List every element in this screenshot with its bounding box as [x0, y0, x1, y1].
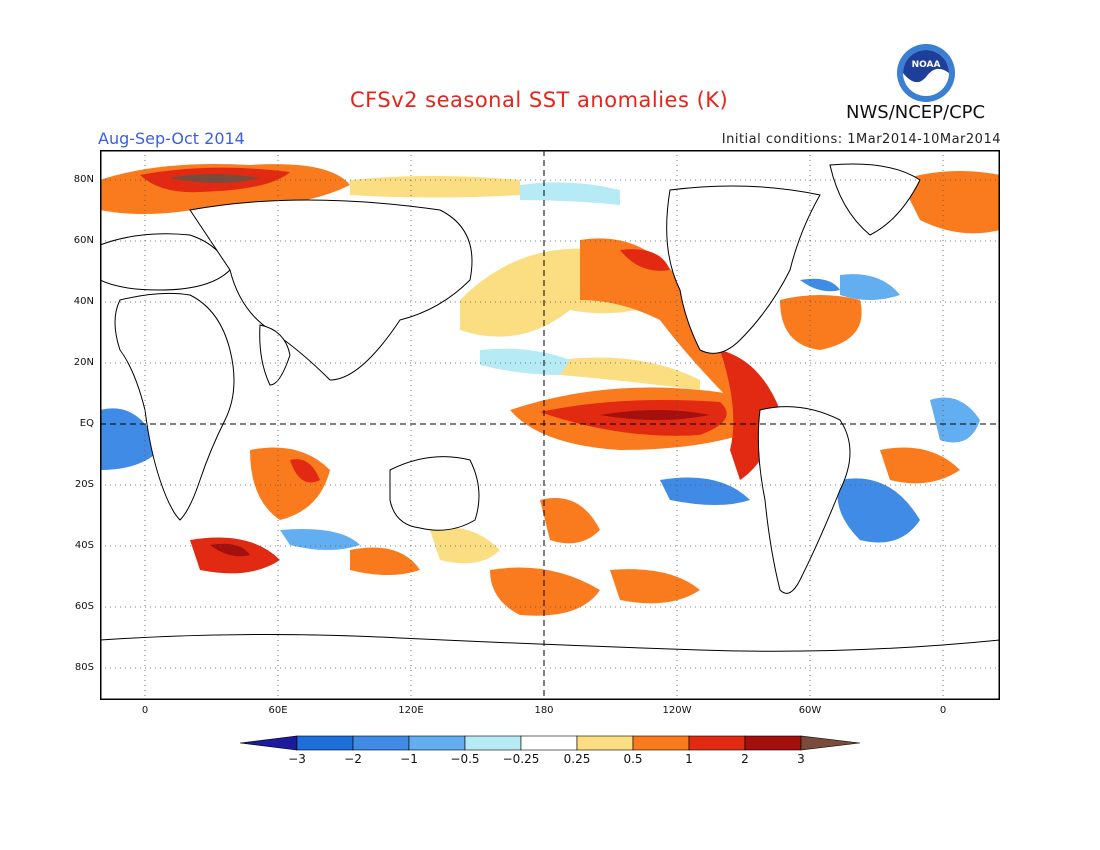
colorbar-tick-label: 0.25 [563, 752, 591, 766]
colorbar-segment [352, 735, 410, 751]
season-label: Aug-Sep-Oct 2014 [98, 129, 245, 148]
colorbar-segment [632, 735, 690, 751]
lat-label-20s: 20S [74, 479, 94, 490]
anomaly-field [100, 164, 1000, 616]
sst-anomaly-map [100, 150, 1000, 700]
lon-label-60e: 60E [268, 705, 288, 716]
lat-label-40n: 40N [73, 296, 94, 307]
lon-label-120e: 120E [398, 705, 424, 716]
map-frame [100, 150, 1000, 700]
page-title: CFSv2 seasonal SST anomalies (K) [350, 88, 729, 112]
colorbar-segment [520, 735, 578, 751]
nordic-warm [900, 171, 1000, 234]
ne-pacific-warm-tongue [580, 238, 760, 410]
lat-label-80n: 80N [73, 174, 94, 185]
colorbar-tick-label: −2 [344, 752, 362, 766]
tasman-warm [430, 527, 500, 564]
mid-atlantic-cool [840, 274, 900, 300]
colorbar-tick-label: 3 [797, 752, 805, 766]
noaa-logo-text: NOAA [912, 60, 941, 70]
antarctica-landmass [100, 633, 1000, 700]
colorbar-segment [688, 735, 746, 751]
north-atlantic-warm [780, 295, 862, 350]
subtropical-pacific-cool [480, 348, 570, 375]
noaa-logo-icon: NOAA [897, 44, 955, 102]
colorbar-low-extension [240, 735, 298, 751]
southern-indian-core [210, 543, 250, 557]
initial-conditions-label: Initial conditions: 1Mar2014-10Mar2014 [721, 132, 1001, 147]
south-australia-warm [350, 547, 420, 575]
colorbar-high-extension [800, 735, 860, 751]
benguela-cool [930, 397, 980, 443]
equatorial-pacific-core [600, 410, 710, 420]
organization-label: NWS/NCEP/CPC [846, 102, 986, 123]
arctic-sea-ice [170, 174, 260, 183]
southern-ocean-warm-2 [610, 569, 700, 604]
colorbar-tick-label: −3 [288, 752, 306, 766]
lon-label-60w: 60W [798, 705, 822, 716]
colorbar-tick-label: −1 [400, 752, 418, 766]
greenland-landmass [829, 163, 921, 236]
colorbar-tick-label: −0.5 [450, 752, 480, 766]
lat-label-60n: 60N [73, 235, 94, 246]
colorbar-segment [576, 735, 634, 751]
southern-ocean-warm [490, 567, 600, 616]
south-atlantic-warm [880, 447, 960, 484]
lon-label-180: 180 [534, 705, 554, 716]
colorbar-tick-label: −0.25 [502, 752, 540, 766]
gridlines [100, 150, 1000, 700]
colorbar-segment [744, 735, 802, 751]
arctic-cool-band [520, 182, 620, 205]
lat-label-20n: 20N [73, 357, 94, 368]
india-landmass [259, 324, 291, 386]
colorbar-segment [464, 735, 522, 751]
australia-landmass [389, 456, 480, 531]
colorbar [240, 735, 860, 751]
subtropical-pacific-pale [560, 357, 700, 390]
colorbar-segment [296, 735, 354, 751]
south-america-landmass [757, 406, 851, 594]
lat-label-80s: 80S [74, 662, 94, 673]
colorbar-tick-label: 1 [685, 752, 693, 766]
indian-ocean-strong [290, 459, 320, 483]
north-america-landmass [666, 185, 821, 354]
ne-pacific-strong [620, 249, 670, 271]
colorbar-tick-label: 2 [741, 752, 749, 766]
colorbar-tick-label: 0.5 [623, 752, 643, 766]
south-pacific-cool [660, 477, 750, 505]
gulf-stream-cool [800, 278, 840, 292]
lon-label-0-east: 0 [939, 705, 947, 716]
colorbar-segment [408, 735, 466, 751]
lon-label-120w: 120W [662, 705, 692, 716]
south-atlantic-cool [837, 478, 920, 543]
lat-label-eq: EQ [79, 418, 94, 429]
lat-label-40s: 40S [74, 540, 94, 551]
southern-indian-cool [280, 529, 360, 550]
arctic-pale-band [350, 176, 520, 198]
lon-label-0-west: 0 [141, 705, 149, 716]
south-pacific-warm-1 [540, 498, 600, 544]
asia-landmass [189, 199, 473, 381]
lat-label-60s: 60S [74, 601, 94, 612]
